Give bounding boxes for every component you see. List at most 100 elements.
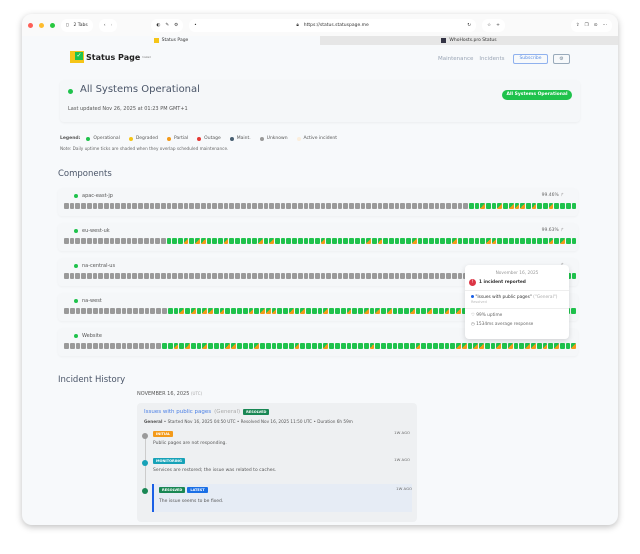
uptime-tick[interactable] bbox=[173, 308, 179, 314]
uptime-tick[interactable] bbox=[81, 203, 86, 209]
uptime-tick[interactable] bbox=[231, 308, 236, 314]
uptime-tick[interactable] bbox=[461, 308, 467, 314]
uptime-tick[interactable] bbox=[446, 238, 451, 244]
uptime-tick[interactable] bbox=[166, 203, 172, 209]
uptime-tick[interactable] bbox=[156, 308, 162, 314]
uptime-tick[interactable] bbox=[317, 343, 323, 349]
uptime-tick[interactable] bbox=[283, 343, 288, 349]
uptime-tick[interactable] bbox=[246, 203, 252, 209]
uptime-tick[interactable] bbox=[392, 343, 398, 349]
uptime-tick[interactable] bbox=[320, 273, 326, 279]
uptime-tick[interactable] bbox=[543, 203, 548, 209]
uptime-tick[interactable] bbox=[320, 203, 326, 209]
uptime-tick[interactable] bbox=[311, 343, 317, 349]
uptime-tick[interactable] bbox=[143, 238, 149, 244]
uptime-tick[interactable] bbox=[349, 273, 354, 279]
uptime-tick[interactable] bbox=[263, 203, 269, 209]
uptime-tick[interactable] bbox=[468, 238, 474, 244]
uptime-tick[interactable] bbox=[294, 308, 300, 314]
uptime-tick[interactable] bbox=[280, 238, 286, 244]
uptime-tick[interactable] bbox=[457, 203, 463, 209]
uptime-tick[interactable] bbox=[231, 343, 236, 349]
uptime-tick[interactable] bbox=[377, 238, 383, 244]
uptime-tick[interactable] bbox=[417, 203, 423, 209]
uptime-tick[interactable] bbox=[571, 273, 577, 279]
uptime-tick[interactable] bbox=[343, 203, 349, 209]
uptime-tick[interactable] bbox=[369, 308, 375, 314]
uptime-tick[interactable] bbox=[172, 238, 178, 244]
uptime-tick[interactable] bbox=[149, 273, 155, 279]
uptime-tick[interactable] bbox=[229, 238, 235, 244]
uptime-tick[interactable] bbox=[571, 203, 577, 209]
uptime-tick[interactable] bbox=[225, 343, 231, 349]
uptime-tick[interactable] bbox=[309, 203, 314, 209]
uptime-tick[interactable] bbox=[406, 238, 411, 244]
uptime-tick[interactable] bbox=[417, 238, 423, 244]
uptime-tick[interactable] bbox=[411, 273, 417, 279]
uptime-tick[interactable] bbox=[185, 308, 190, 314]
uptime-tick[interactable] bbox=[366, 238, 371, 244]
uptime-tick[interactable] bbox=[548, 203, 554, 209]
uptime-tick[interactable] bbox=[334, 343, 340, 349]
uptime-tick[interactable] bbox=[423, 238, 428, 244]
uptime-tick[interactable] bbox=[121, 343, 127, 349]
uptime-tick[interactable] bbox=[64, 238, 69, 244]
tab-whohosts[interactable]: WhoHosts.pro Status bbox=[320, 36, 618, 45]
uptime-tick[interactable] bbox=[554, 238, 560, 244]
uptime-tick[interactable] bbox=[265, 308, 271, 314]
uptime-tick[interactable] bbox=[223, 273, 229, 279]
uptime-tick[interactable] bbox=[332, 238, 337, 244]
uptime-tick[interactable] bbox=[155, 273, 160, 279]
uptime-tick[interactable] bbox=[303, 203, 309, 209]
uptime-tick[interactable] bbox=[200, 273, 206, 279]
reload-icon[interactable]: ↻ bbox=[467, 22, 472, 28]
uptime-tick[interactable] bbox=[398, 343, 404, 349]
uptime-tick[interactable] bbox=[311, 308, 317, 314]
uptime-tick[interactable] bbox=[260, 308, 265, 314]
uptime-tick[interactable] bbox=[162, 343, 167, 349]
uptime-tick[interactable] bbox=[491, 238, 497, 244]
uptime-tick[interactable] bbox=[104, 308, 110, 314]
uptime-tick[interactable] bbox=[400, 203, 406, 209]
uptime-tick[interactable] bbox=[263, 238, 269, 244]
uptime-tick[interactable] bbox=[543, 238, 548, 244]
uptime-tick[interactable] bbox=[64, 203, 69, 209]
uptime-tick[interactable] bbox=[92, 273, 98, 279]
uptime-tick[interactable] bbox=[531, 343, 536, 349]
uptime-tick[interactable] bbox=[257, 273, 263, 279]
uptime-tick[interactable] bbox=[160, 203, 166, 209]
uptime-tick[interactable] bbox=[185, 343, 190, 349]
uptime-tick[interactable] bbox=[248, 308, 254, 314]
uptime-tick[interactable] bbox=[225, 308, 231, 314]
uptime-tick[interactable] bbox=[149, 238, 155, 244]
uptime-tick[interactable] bbox=[179, 343, 185, 349]
uptime-tick[interactable] bbox=[219, 308, 225, 314]
uptime-tick[interactable] bbox=[277, 308, 283, 314]
uptime-tick[interactable] bbox=[421, 308, 427, 314]
uptime-tick[interactable] bbox=[429, 238, 434, 244]
uptime-tick[interactable] bbox=[269, 273, 275, 279]
uptime-tick[interactable] bbox=[317, 308, 323, 314]
uptime-tick[interactable] bbox=[520, 238, 525, 244]
uptime-tick[interactable] bbox=[149, 203, 155, 209]
uptime-tick[interactable] bbox=[81, 273, 86, 279]
uptime-tick[interactable] bbox=[334, 308, 340, 314]
uptime-tick[interactable] bbox=[121, 273, 126, 279]
uptime-tick[interactable] bbox=[292, 203, 297, 209]
uptime-tick[interactable] bbox=[484, 343, 490, 349]
uptime-tick[interactable] bbox=[104, 343, 110, 349]
uptime-tick[interactable] bbox=[98, 203, 103, 209]
uptime-tick[interactable] bbox=[415, 308, 421, 314]
uptime-tick[interactable] bbox=[133, 308, 138, 314]
uptime-tick[interactable] bbox=[314, 238, 320, 244]
uptime-tick[interactable] bbox=[195, 238, 200, 244]
back-icon[interactable]: ‹ bbox=[103, 22, 106, 28]
uptime-tick[interactable] bbox=[560, 238, 565, 244]
uptime-tick[interactable] bbox=[326, 238, 332, 244]
uptime-tick[interactable] bbox=[275, 238, 280, 244]
uptime-tick[interactable] bbox=[360, 203, 366, 209]
uptime-tick[interactable] bbox=[525, 343, 531, 349]
uptime-tick[interactable] bbox=[329, 343, 334, 349]
uptime-tick[interactable] bbox=[257, 238, 263, 244]
uptime-tick[interactable] bbox=[519, 343, 525, 349]
